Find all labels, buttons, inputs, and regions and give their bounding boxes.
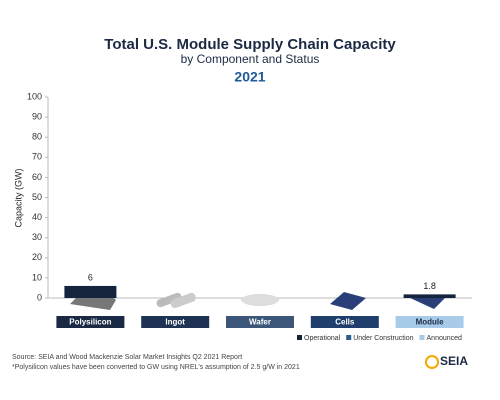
y-tick-label: 10 — [32, 272, 42, 282]
y-tick-label: 70 — [32, 152, 42, 162]
legend-swatch — [419, 335, 425, 340]
ingot-icon — [156, 292, 182, 308]
x-tick-label: Wafer — [249, 318, 271, 327]
legend-label: Announced — [427, 335, 463, 342]
x-tick-label: Cells — [335, 318, 355, 327]
y-tick-label: 100 — [27, 91, 42, 101]
legend-label: Under Construction — [353, 335, 413, 342]
bar — [403, 294, 456, 298]
data-label: 6 — [88, 272, 93, 282]
data-label: 1.8 — [423, 281, 436, 291]
y-tick-label: 40 — [32, 212, 42, 222]
x-tick-label: Ingot — [165, 318, 185, 327]
legend-swatch — [346, 335, 352, 340]
logo-mark — [425, 355, 439, 369]
y-axis-label: Capacity (GW) — [13, 168, 23, 227]
category-box — [141, 316, 210, 328]
legend-swatch — [297, 335, 302, 340]
year-label: 2021 — [234, 69, 265, 85]
y-tick-label: 30 — [32, 232, 42, 242]
y-tick-label: 0 — [37, 292, 42, 302]
y-tick-label: 50 — [32, 192, 42, 202]
footnote: *Polysilicon values have been converted … — [12, 364, 300, 371]
category-box — [226, 316, 294, 328]
y-tick-label: 20 — [32, 252, 42, 262]
y-tick-label: 90 — [32, 111, 42, 121]
x-tick-label: Polysilicon — [69, 318, 111, 327]
category-box — [395, 316, 464, 328]
y-tick-label: 60 — [32, 172, 42, 182]
cells-icon — [330, 292, 366, 310]
category-box — [310, 316, 379, 328]
legend-label: Operational — [304, 335, 341, 342]
ingot-icon — [170, 292, 196, 309]
module-icon — [408, 297, 446, 309]
chart-title: Total U.S. Module Supply Chain Capacity — [104, 36, 396, 53]
y-tick-label: 80 — [32, 132, 42, 142]
category-box — [56, 316, 125, 328]
x-tick-label: Module — [416, 318, 445, 327]
wafer-icon — [241, 294, 279, 306]
source-note: Source: SEIA and Wood Mackenzie Solar Ma… — [12, 354, 242, 361]
chart-subtitle: by Component and Status — [181, 52, 320, 66]
logo: SEIA — [440, 354, 468, 368]
bar — [64, 285, 117, 298]
